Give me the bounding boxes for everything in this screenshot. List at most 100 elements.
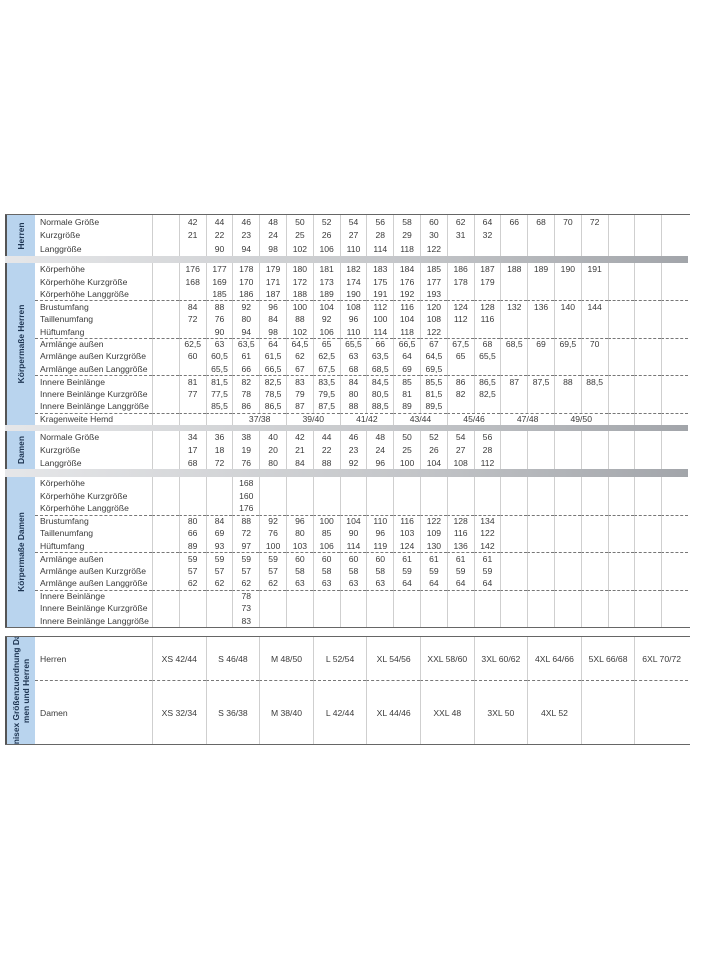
table-cell: 67,5 [312, 362, 340, 376]
table-cell [634, 602, 661, 615]
table-cell [312, 477, 340, 490]
table-cell [527, 242, 554, 256]
table-cell: 59 [232, 552, 260, 565]
table-cell: XXL 58/60 [419, 637, 474, 680]
table-cell: 68,5 [366, 362, 393, 376]
row-label: Armlänge außen Langgröße [40, 363, 148, 374]
table-cell: 82 [446, 387, 474, 401]
table-cell [580, 242, 608, 256]
table-cell: 82,5 [259, 375, 286, 388]
row-label: Normale Größe [40, 216, 100, 227]
table-cell: 80 [285, 527, 313, 540]
table-cell: 191 [366, 287, 393, 301]
table-cell: 80,5 [366, 387, 393, 401]
table-cell [446, 602, 474, 615]
table-cell: 50 [285, 215, 313, 229]
table-cell: 73 [232, 602, 259, 615]
table-cell [500, 489, 527, 502]
table-cell: 21 [178, 228, 206, 243]
table-cell [607, 552, 635, 565]
table-cell: 64 [473, 577, 501, 590]
table-cell [205, 614, 233, 627]
section-separator [5, 469, 688, 477]
table-cell: 62,5 [178, 337, 206, 351]
table-cell [419, 602, 447, 615]
table-cell [285, 489, 313, 502]
section-separator [5, 256, 688, 263]
table-cell [634, 614, 661, 627]
row-label: Innere Beinlänge [35, 375, 152, 387]
table-cell [634, 228, 661, 243]
table-cell [205, 412, 233, 425]
table-cell: 3XL 50 [473, 680, 528, 744]
table-cell: 96 [339, 312, 367, 326]
table-cell [419, 614, 447, 627]
table-cell: 179 [473, 275, 501, 288]
table-cell [607, 325, 635, 338]
table-cell [553, 242, 581, 256]
table-cell: 86,5 [473, 375, 501, 388]
table-cell [152, 602, 179, 615]
table-cell [500, 564, 527, 577]
row-label: Armlänge außen Kurzgröße [40, 565, 147, 576]
table-cell [152, 242, 179, 256]
table-cell [580, 577, 608, 590]
table-cell [152, 489, 179, 502]
table-cell [312, 614, 340, 627]
table-cell [339, 489, 367, 502]
table-cell: 186 [232, 287, 259, 301]
row-label: Innere Beinlänge [35, 589, 152, 603]
table-cell [446, 589, 474, 602]
table-cell [393, 477, 420, 490]
table-cell [339, 602, 367, 615]
table-cell [661, 552, 688, 565]
table-cell [607, 589, 635, 602]
table-cell: 89 [178, 539, 206, 552]
table-cell [607, 477, 635, 490]
unisex-top-border [5, 636, 690, 637]
table-cell [580, 589, 608, 602]
table-cell [634, 300, 662, 313]
table-cell: 60 [178, 350, 206, 363]
table-cell: 67 [285, 362, 313, 376]
table-cell [366, 502, 393, 515]
table-cell [152, 502, 179, 515]
table-cell: 80 [178, 514, 206, 527]
table-cell: 39/40 [285, 412, 340, 425]
table-cell: 177 [419, 275, 447, 288]
table-cell: 77 [178, 387, 206, 401]
table-cell: 67,5 [446, 337, 474, 351]
table-cell: 70 [553, 215, 581, 229]
table-cell: 63 [366, 577, 393, 590]
table-cell: 88 [553, 375, 581, 388]
section-title: Unisex Größenzuordnung Da-men und Herren [11, 637, 31, 744]
table-cell: 56 [366, 215, 393, 229]
section-koerpermasse-damen: Körpermaße Damen Körperhöhe 168 Körperhöhe … [5, 477, 690, 627]
table-cell [580, 680, 635, 744]
table-cell [661, 502, 688, 515]
table-cell [661, 228, 688, 243]
table-cell [661, 387, 688, 401]
table-cell: 82,5 [473, 387, 501, 401]
table-cell: 85,5 [419, 375, 447, 388]
table-cell: 24 [366, 443, 393, 457]
table-cell: 193 [419, 287, 447, 301]
table-cell: 22 [205, 228, 233, 243]
table-cell [339, 614, 367, 627]
section-separator [5, 425, 688, 431]
row-label: Körperhöhe [40, 478, 85, 489]
table-cell [661, 477, 688, 490]
table-cell [661, 337, 688, 351]
row-label: Innere Beinlänge Kurzgröße [40, 388, 148, 399]
table-cell [634, 552, 662, 565]
row-label: Hüftumfang [40, 540, 85, 551]
table-cell: 88 [285, 312, 313, 326]
table-cell: 124 [446, 300, 474, 313]
table-cell: 184 [393, 263, 420, 276]
table-cell [259, 477, 286, 490]
table-cell [527, 614, 554, 627]
table-cell: 54 [339, 215, 367, 229]
table-cell: 50 [393, 431, 420, 444]
table-top-border [5, 214, 690, 215]
table-cell: 102 [285, 325, 313, 338]
